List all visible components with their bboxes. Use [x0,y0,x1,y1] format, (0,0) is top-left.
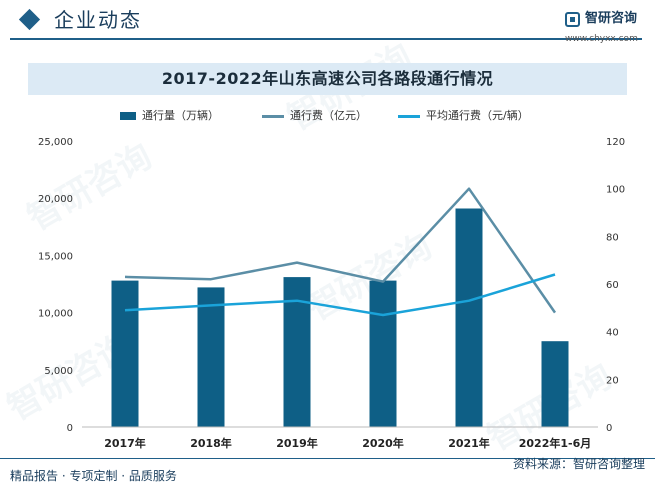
y-left-tick-label: 0 [67,423,73,434]
bar-1 [197,287,225,427]
page-header: 企业动态 [0,0,655,44]
x-tick-label: 2021年 [448,436,490,450]
legend-label: 平均通行费（元/辆） [426,109,529,122]
logo-text: 智研咨询 [585,11,638,26]
section-title: 企业动态 [54,8,142,32]
legend-swatch [120,112,136,120]
y-right-tick-label: 60 [606,280,619,291]
footer-divider [0,458,655,459]
y-right-tick-label: 80 [606,232,619,243]
legend-swatch [398,115,420,118]
x-tick-label: 2020年 [362,436,404,450]
header-divider [10,38,642,40]
series-line-2 [124,273,556,317]
bar-5 [541,341,569,427]
y-right-tick-label: 0 [606,423,612,434]
y-right-tick-label: 120 [606,137,625,148]
series-line-1 [124,187,557,314]
y-left-tick-label: 5,000 [44,366,73,377]
axes-layer: 0 5,000 10,000 15,000 20,000 25,000 0 20 40 60 80 1… [38,137,625,450]
y-left-tick-label: 10,000 [38,309,73,320]
logo-url: www.chyxx.com [565,34,638,44]
source-note: 资料来源：智研咨询整理 [512,457,645,471]
legend-label: 通行量（万辆） [142,109,219,122]
bars-layer [111,208,569,427]
x-tick-label: 2022年1-6月 [519,436,592,450]
legend-swatch [262,115,284,118]
y-left-tick-label: 20,000 [38,194,73,205]
x-tick-label: 2017年 [104,436,146,450]
bar-4 [455,208,483,427]
y-right-tick-label: 20 [606,375,619,386]
bar-3 [369,280,397,427]
chart-title-bar: 2017-2022年山东高速公司各路段通行情况 [28,63,627,95]
footer-tagline: 精品报告 · 专项定制 · 品质服务 [10,469,177,483]
lines-layer [124,187,557,317]
y-left-tick-label: 25,000 [38,137,73,148]
bar-0 [111,280,139,427]
logo-icon [565,12,580,27]
y-right-tick-label: 100 [606,185,625,196]
x-tick-label: 2018年 [190,436,232,450]
x-tick-label: 2019年 [276,436,318,450]
legend-label: 通行费（亿元） [290,109,367,122]
y-left-tick-label: 15,000 [38,251,73,262]
chart-title: 2017-2022年山东高速公司各路段通行情况 [161,69,494,88]
y-right-tick-label: 40 [606,328,619,339]
